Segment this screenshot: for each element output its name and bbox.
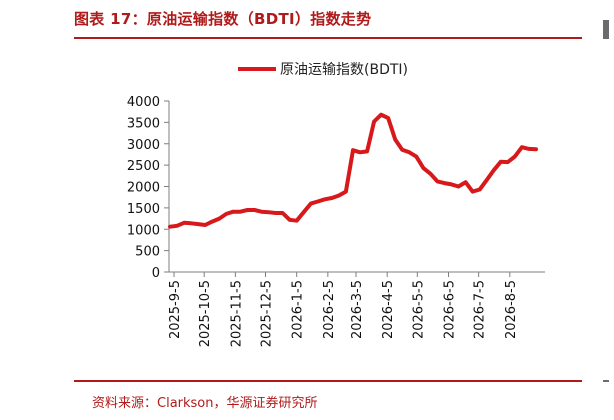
adjacent-panel-edge-bottom <box>603 380 609 382</box>
adjacent-panel-edge <box>603 20 609 39</box>
title-rule <box>74 37 582 39</box>
series-line-bdti <box>168 112 538 229</box>
x-tick-label: 2026-2-5 <box>322 280 337 339</box>
y-tick-label: 1500 <box>127 202 160 217</box>
y-tick-label: 0 <box>152 266 160 281</box>
y-tick-label: 1000 <box>127 223 160 238</box>
x-tick-label: 2026-8-5 <box>504 280 519 339</box>
y-tick-label: 3000 <box>127 138 160 153</box>
x-tick-label: 2026-6-5 <box>442 280 457 339</box>
x-tick-label: 2026-3-5 <box>350 280 365 339</box>
source-note: 资料来源：Clarkson，华源证券研究所 <box>92 396 318 411</box>
y-tick-label: 3500 <box>127 116 160 131</box>
figure-title: 图表 17：原油运输指数（BDTI）指数走势 <box>74 10 372 28</box>
y-axis: 0 500 1000 1500 2000 2500 3000 3500 4000 <box>127 95 170 281</box>
source-rule <box>74 380 582 382</box>
y-tick-label: 2000 <box>127 181 160 196</box>
x-tick-label: 2026-4-5 <box>381 280 396 339</box>
x-tick-label: 2026-7-5 <box>473 280 488 339</box>
y-tick-label: 4000 <box>127 95 160 110</box>
x-tick-label: 2025-12-5 <box>260 280 275 347</box>
y-tick-label: 500 <box>135 245 160 260</box>
x-tick-label: 2025-9-5 <box>168 280 183 339</box>
x-tick-label: 2026-5-5 <box>411 280 426 339</box>
chart-legend: 原油运输指数(BDTI) <box>238 62 408 78</box>
x-tick-label: 2026-1-5 <box>291 280 306 339</box>
y-tick-label: 2500 <box>127 159 160 174</box>
x-axis: 2025-9-5 2025-10-5 2025-11-5 2025-12-5 2026-… <box>168 271 545 347</box>
x-tick-label: 2025-10-5 <box>198 280 213 347</box>
legend-label: 原油运输指数(BDTI) <box>280 62 408 78</box>
x-tick-label: 2025-11-5 <box>229 280 244 347</box>
